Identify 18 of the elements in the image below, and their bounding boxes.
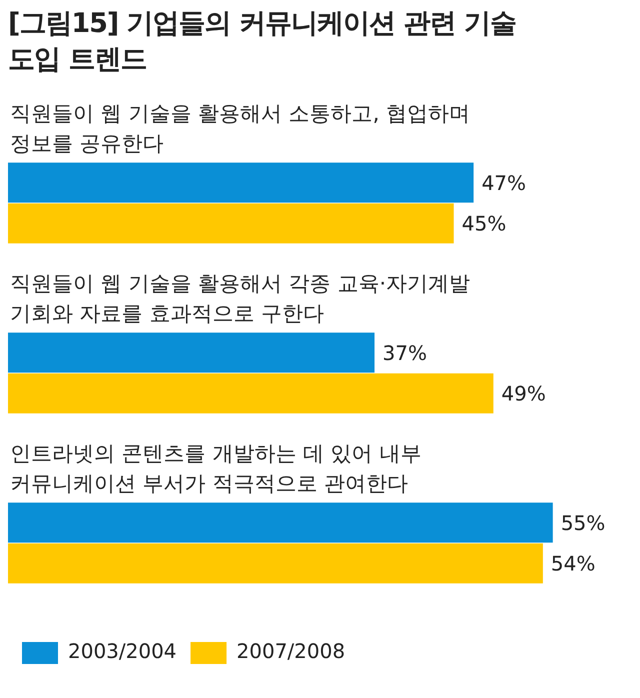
chart-title: [그림15] 기업들의 커뮤니케이션 관련 기술 도입 트렌드: [8, 7, 517, 77]
y-tick-label: 인트라넷의 콘텐츠를 개발하는 데 있어 내부 커뮤니케이션 부서가 적극적으로 관여한다: [10, 442, 422, 496]
data-label: 49%: [501, 382, 546, 406]
data-label: 37%: [382, 340, 427, 365]
data-label: 54%: [550, 552, 596, 576]
bar: [8, 373, 494, 414]
y-tick-label: 직원들이 웹 기술을 활용해서 소통하고, 협업하며 정보를 공유한다: [10, 102, 470, 156]
data-label: 45%: [462, 212, 506, 236]
y-tick-label: 직원들이 웹 기술을 활용해서 각종 교육·자기계발 기회와 자료를 효과적으로 구한다: [10, 272, 470, 326]
data-label: 47%: [482, 170, 526, 195]
bar: [8, 203, 454, 244]
legend-label: 2003/2004: [68, 639, 177, 664]
data-label: 55%: [560, 510, 606, 535]
bar: [8, 543, 543, 584]
legend-label: 2007/2008: [236, 639, 346, 664]
bar: [8, 502, 553, 543]
bar: [8, 162, 474, 203]
bar: [8, 332, 375, 373]
